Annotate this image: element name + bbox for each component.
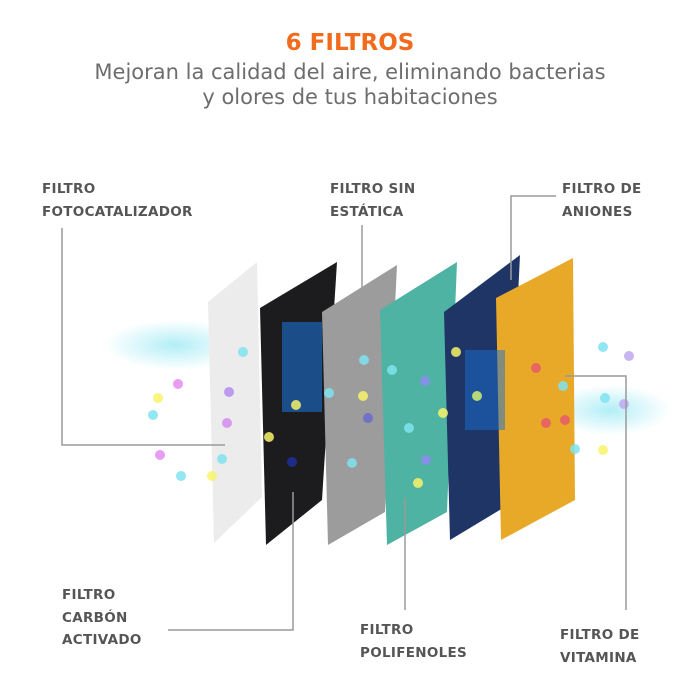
label-carbon: FILTRO CARBÓN ACTIVADO — [62, 584, 142, 652]
filter-panel-polifenoles — [380, 262, 457, 545]
particle-dot — [287, 457, 297, 467]
connector-carbon — [168, 492, 294, 631]
particle-dot — [264, 432, 274, 442]
title: 6 FILTROS — [285, 30, 415, 56]
particle-dot — [598, 342, 608, 352]
particle-dot — [291, 400, 301, 410]
particle-dot — [224, 387, 234, 397]
label-line: CARBÓN — [62, 609, 128, 626]
particle-dot — [619, 399, 629, 409]
particle-dot — [624, 351, 634, 361]
subtitle-line-1: Mejoran la calidad del aire, eliminando … — [94, 60, 606, 84]
particle-dot — [531, 363, 541, 373]
particle-dot — [570, 444, 580, 454]
label-line: FILTRO DE — [562, 181, 642, 197]
particle-dot — [238, 347, 248, 357]
connector-aniones — [510, 195, 556, 280]
label-line: FILTRO — [42, 181, 96, 197]
particle-dot — [560, 415, 570, 425]
label-polifenoles: FILTRO POLIFENOLES — [360, 619, 467, 664]
connector-fotocatalizador — [61, 228, 225, 446]
label-line: FILTRO — [62, 587, 116, 603]
particle-dot — [598, 445, 608, 455]
particle-dot — [359, 355, 369, 365]
particle-dot — [472, 391, 482, 401]
label-line: FILTRO DE — [560, 627, 640, 643]
light-glow — [465, 350, 505, 430]
airflow-right — [550, 385, 670, 435]
particle-dot — [438, 408, 448, 418]
label-vitamina: FILTRO DE VITAMINA — [560, 624, 640, 669]
particle-dot — [363, 413, 373, 423]
label-sin-estatica: FILTRO SIN ESTÁTICA — [330, 178, 415, 223]
filter-panel-sin-estatica — [322, 265, 397, 545]
filter-panel-fotocatalizador — [208, 262, 262, 543]
particle-dot — [222, 418, 232, 428]
label-line: VITAMINA — [560, 649, 637, 666]
particle-dot — [176, 471, 186, 481]
particle-dot — [347, 458, 357, 468]
label-line: FOTOCATALIZADOR — [42, 203, 193, 220]
particle-dot — [358, 391, 368, 401]
label-line: ESTÁTICA — [330, 203, 404, 220]
light-glow — [282, 322, 322, 412]
particle-dot — [148, 410, 158, 420]
particle-dot — [173, 379, 183, 389]
particle-dot — [155, 450, 165, 460]
particle-dot — [541, 418, 551, 428]
particle-dot — [420, 376, 430, 386]
particle-dot — [153, 393, 163, 403]
label-line: FILTRO — [360, 622, 414, 638]
label-line: POLIFENOLES — [360, 644, 468, 661]
particle-dot — [421, 455, 431, 465]
particle-dot — [451, 347, 461, 357]
label-fotocatalizador: FILTRO FOTOCATALIZADOR — [42, 178, 193, 223]
particle-dot — [324, 388, 334, 398]
particle-dot — [600, 393, 610, 403]
particle-dot — [387, 365, 397, 375]
connector-vitamina — [565, 375, 627, 610]
label-line: ANIONES — [562, 203, 633, 220]
particle-dot — [207, 471, 217, 481]
label-line: FILTRO SIN — [330, 181, 416, 197]
label-aniones: FILTRO DE ANIONES — [562, 178, 642, 223]
particle-dot — [404, 423, 414, 433]
filter-panel-vitamina — [496, 258, 575, 540]
subtitle-line-2: y olores de tus habitaciones — [202, 85, 498, 109]
particle-dot — [413, 478, 423, 488]
particle-dot — [558, 381, 568, 391]
particle-dot — [217, 454, 227, 464]
label-line: ACTIVADO — [62, 632, 142, 648]
